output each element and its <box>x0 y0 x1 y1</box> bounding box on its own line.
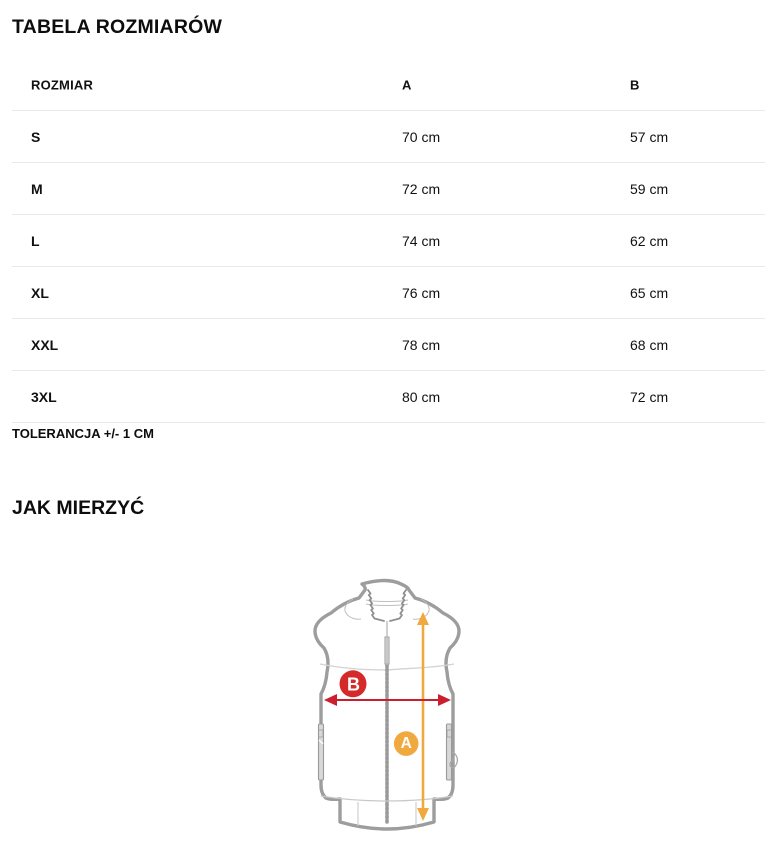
svg-text:A: A <box>401 735 412 752</box>
svg-text:B: B <box>347 674 360 694</box>
